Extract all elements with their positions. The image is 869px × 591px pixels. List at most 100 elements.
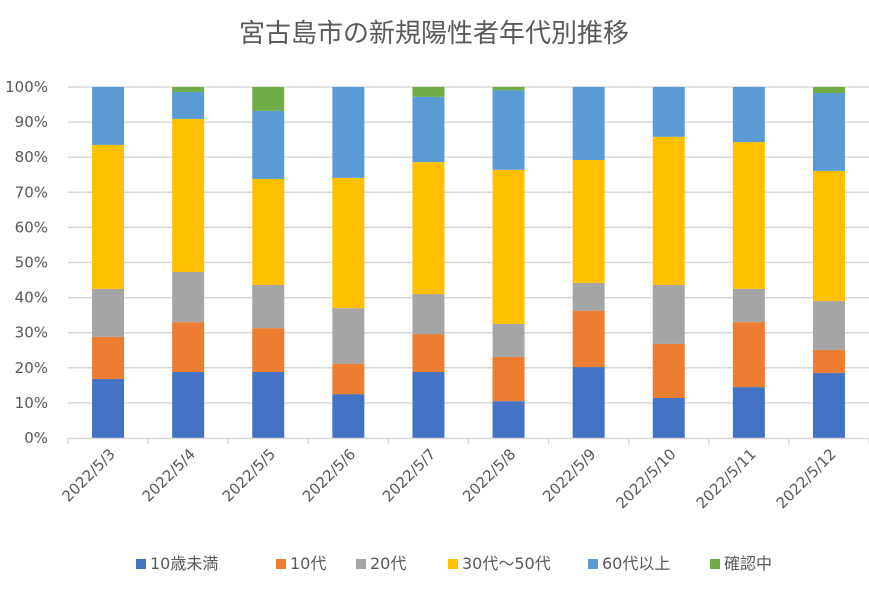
bar-segment <box>572 367 605 438</box>
y-tick-label: 10% <box>15 394 48 412</box>
bar-segment <box>412 87 445 97</box>
x-tick-label: 2022/5/3 <box>59 445 119 505</box>
bar-segment <box>172 372 205 438</box>
bar-segment <box>492 356 525 402</box>
bar-segment <box>652 397 685 438</box>
bar-segment <box>492 323 525 357</box>
legend-item: 10代 <box>276 554 326 573</box>
bar-segment <box>492 90 525 170</box>
bar-segment <box>732 288 765 323</box>
bar-segment <box>172 271 205 323</box>
bar-stack <box>252 87 285 438</box>
bar-segment <box>172 322 205 373</box>
bar-segment <box>732 142 765 289</box>
legend-swatch <box>448 559 458 569</box>
bar-stack <box>92 87 125 438</box>
bar-stack <box>412 87 445 438</box>
x-tick-label: 2022/5/6 <box>299 445 359 505</box>
y-tick-label: 80% <box>15 148 48 166</box>
y-tick-label: 100% <box>5 78 48 96</box>
legend: 10歳未満 10代 20代 30代～50代 60代以上 確認中 <box>136 554 772 573</box>
bar-segment <box>572 160 605 283</box>
bar-segment <box>252 178 285 285</box>
legend-item: 20代 <box>356 554 406 573</box>
bar-segment <box>412 162 445 295</box>
bar-stack <box>332 87 365 438</box>
bar-segment <box>732 87 765 143</box>
x-tick-label: 2022/5/8 <box>459 445 519 505</box>
bar-segment <box>652 284 685 344</box>
legend-label: 10代 <box>290 554 326 573</box>
bar-segment <box>332 87 365 178</box>
bars <box>92 87 845 438</box>
bar-segment <box>812 170 845 302</box>
bar-stack <box>492 87 525 438</box>
bar-segment <box>812 92 845 171</box>
x-tick-label: 2022/5/7 <box>379 445 439 505</box>
bar-segment <box>252 110 285 179</box>
legend-swatch <box>136 559 146 569</box>
legend-item: 60代以上 <box>588 554 670 573</box>
bar-segment <box>492 87 525 91</box>
y-axis-ticks: 0% 10% 20% 30% 40% 50% 60% 70% 80% 90% 100% <box>5 78 48 447</box>
bar-segment <box>252 87 285 111</box>
bar-segment <box>812 373 845 438</box>
bar-segment <box>652 87 685 137</box>
bar-segment <box>732 322 765 388</box>
legend-swatch <box>588 559 598 569</box>
bar-segment <box>92 87 125 145</box>
chart-title: 宮古島市の新規陽性者年代別推移 <box>239 19 629 49</box>
bar-stack <box>572 87 605 438</box>
bar-segment <box>492 401 525 438</box>
bar-segment <box>652 343 685 398</box>
bar-segment <box>492 169 525 324</box>
y-tick-label: 20% <box>15 359 48 377</box>
legend-label: 確認中 <box>724 554 772 573</box>
bar-stack <box>652 87 685 438</box>
y-tick-label: 70% <box>15 183 48 201</box>
bar-stack <box>732 87 765 438</box>
bar-segment <box>92 144 125 289</box>
bar-segment <box>572 282 605 311</box>
legend-swatch <box>276 559 286 569</box>
legend-swatch <box>356 559 366 569</box>
x-tick-label: 2022/5/11 <box>693 445 760 512</box>
bar-segment <box>332 308 365 364</box>
bar-segment <box>652 136 685 285</box>
bar-segment <box>812 349 845 374</box>
y-tick-label: 60% <box>15 218 48 236</box>
bar-segment <box>92 336 125 380</box>
legend-swatch <box>710 559 720 569</box>
bar-segment <box>332 394 365 438</box>
bar-stack <box>812 87 845 438</box>
legend-label: 30代～50代 <box>462 554 551 573</box>
legend-label: 20代 <box>370 554 406 573</box>
x-tick-label: 2022/5/10 <box>612 445 679 512</box>
bar-segment <box>812 301 845 350</box>
x-tick-label: 2022/5/9 <box>539 445 599 505</box>
legend-label: 60代以上 <box>602 554 670 573</box>
bar-segment <box>732 387 765 438</box>
bar-segment <box>572 310 605 368</box>
x-tick-label: 2022/5/4 <box>139 445 199 505</box>
legend-item: 確認中 <box>710 554 772 573</box>
bar-segment <box>172 91 205 119</box>
bar-segment <box>252 284 285 329</box>
bar-segment <box>412 372 445 438</box>
bar-segment <box>412 334 445 373</box>
bar-stack <box>172 87 205 438</box>
bar-segment <box>572 87 605 161</box>
legend-item: 10歳未満 <box>136 554 218 573</box>
x-axis <box>67 437 869 444</box>
y-tick-label: 40% <box>15 289 48 307</box>
bar-segment <box>172 118 205 272</box>
bar-segment <box>332 363 365 395</box>
legend-item: 30代～50代 <box>448 554 551 573</box>
y-tick-label: 30% <box>15 324 48 342</box>
bar-segment <box>412 294 445 335</box>
x-axis-ticks: 2022/5/3 2022/5/4 2022/5/5 2022/5/6 2022/5/7… <box>59 445 840 512</box>
bar-segment <box>172 87 205 92</box>
legend-label: 10歳未満 <box>150 554 218 573</box>
